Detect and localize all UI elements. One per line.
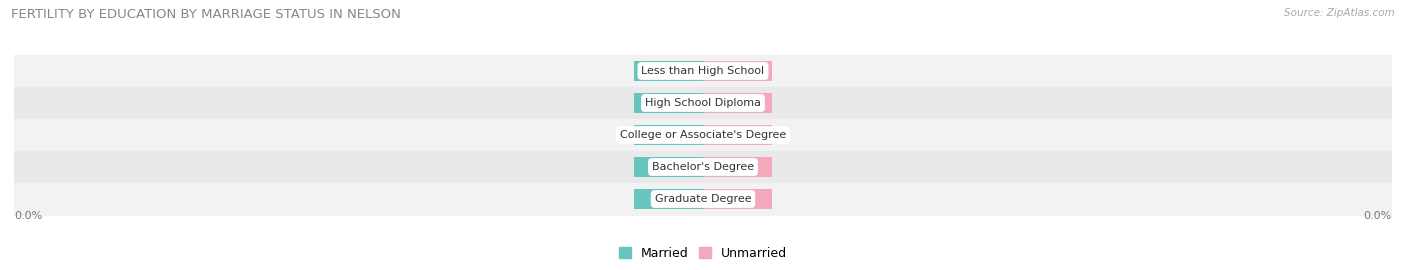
Bar [634,125,703,145]
Bar [14,183,1392,215]
Text: 0.0%: 0.0% [724,130,751,140]
Text: 0.0%: 0.0% [655,194,682,204]
Bar [703,61,772,81]
Text: College or Associate's Degree: College or Associate's Degree [620,130,786,140]
Bar [14,55,1392,87]
Text: Source: ZipAtlas.com: Source: ZipAtlas.com [1284,8,1395,18]
Text: 0.0%: 0.0% [724,66,751,76]
Text: 0.0%: 0.0% [655,162,682,172]
Bar [14,87,1392,119]
Bar [634,157,703,177]
Text: FERTILITY BY EDUCATION BY MARRIAGE STATUS IN NELSON: FERTILITY BY EDUCATION BY MARRIAGE STATU… [11,8,401,21]
Text: 0.0%: 0.0% [14,211,42,221]
Bar [634,189,703,209]
Text: Less than High School: Less than High School [641,66,765,76]
Text: 0.0%: 0.0% [724,98,751,108]
Bar [634,93,703,113]
Text: High School Diploma: High School Diploma [645,98,761,108]
Text: Bachelor's Degree: Bachelor's Degree [652,162,754,172]
Legend: Married, Unmarried: Married, Unmarried [613,242,793,265]
Bar [703,125,772,145]
Bar [14,119,1392,151]
Bar [703,157,772,177]
Text: 0.0%: 0.0% [655,66,682,76]
Bar [14,151,1392,183]
Bar [703,93,772,113]
Text: 0.0%: 0.0% [655,98,682,108]
Text: 0.0%: 0.0% [655,130,682,140]
Text: 0.0%: 0.0% [724,162,751,172]
Bar [634,61,703,81]
Bar [703,189,772,209]
Text: 0.0%: 0.0% [1364,211,1392,221]
Text: Graduate Degree: Graduate Degree [655,194,751,204]
Text: 0.0%: 0.0% [724,194,751,204]
